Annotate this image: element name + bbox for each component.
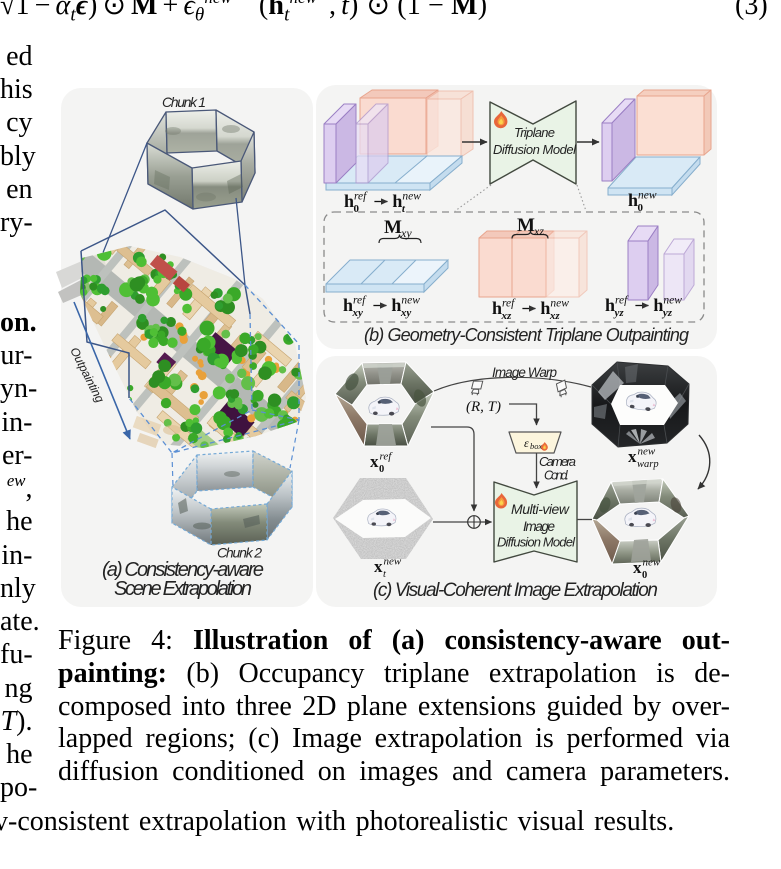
svg-text:h: h [343,295,353,315]
svg-text:x: x [633,558,642,577]
svg-text:yz: yz [661,307,673,319]
svg-text:(c) Visual-Coherent Image Extr: (c) Visual-Coherent Image Extrapolation [373,580,658,601]
svg-text:ref: ref [615,295,629,307]
svg-text:Multi-view: Multi-view [511,501,570,517]
svg-text:Diffusion Model: Diffusion Model [493,142,577,157]
svg-text:ref: ref [380,451,394,463]
svg-text:h: h [391,295,401,315]
svg-text:new: new [638,446,656,458]
svg-text:t: t [402,203,406,215]
svg-text:warp: warp [637,459,659,470]
svg-text:x: x [628,447,637,466]
svg-text:0: 0 [354,203,360,215]
svg-text:0: 0 [638,202,644,214]
svg-text:0: 0 [642,570,647,581]
svg-text:h: h [605,295,615,315]
svg-text:x: x [370,452,379,471]
svg-text:(R, T): (R, T) [466,399,501,415]
svg-text:Scene Extrapolation: Scene Extrapolation [114,578,252,600]
svg-text:xz: xz [549,310,561,322]
svg-text:Cond.: Cond. [544,469,569,483]
svg-text:xz: xz [501,310,513,322]
svg-text:yz: yz [613,307,625,319]
svg-text:h: h [492,298,502,318]
svg-text:Camera: Camera [539,454,576,469]
svg-text:ref: ref [353,295,367,307]
svg-text:M: M [384,217,402,238]
svg-text:t: t [383,569,387,580]
svg-text:new: new [384,556,402,568]
svg-text:Image: Image [523,519,555,534]
svg-text:M: M [517,215,535,236]
svg-text:xy: xy [352,307,364,319]
svg-text:ref: ref [354,191,368,203]
svg-text:ε: ε [524,436,529,450]
svg-text:ref: ref [502,298,516,310]
svg-text:Diffusion Model: Diffusion Model [497,535,576,550]
svg-text:xz: xz [533,224,544,238]
svg-text:h: h [344,191,354,211]
svg-text:(a) Consistency-aware: (a) Consistency-aware [102,559,264,581]
svg-text:0: 0 [379,464,384,475]
svg-text:new: new [643,557,661,569]
svg-text:Image Warp: Image Warp [492,365,557,380]
svg-text:h: h [628,190,638,210]
svg-text:h: h [392,191,402,211]
svg-text:box: box [530,441,543,451]
svg-text:new: new [550,298,569,310]
svg-text:Chunk 1: Chunk 1 [162,94,206,110]
svg-text:new: new [638,190,657,202]
svg-text:h: h [540,298,550,318]
svg-text:(b) Geometry-Consistent Tripla: (b) Geometry-Consistent Triplane Outpain… [364,325,689,345]
svg-text:Chunk 2: Chunk 2 [217,545,262,561]
svg-text:new: new [663,295,682,307]
svg-text:new: new [401,295,420,307]
svg-text:x: x [374,557,383,576]
svg-text:xy: xy [400,307,412,319]
svg-text:Triplane: Triplane [514,125,555,140]
svg-text:xy: xy [400,226,412,240]
svg-text:new: new [402,191,421,203]
svg-text:h: h [653,295,663,315]
